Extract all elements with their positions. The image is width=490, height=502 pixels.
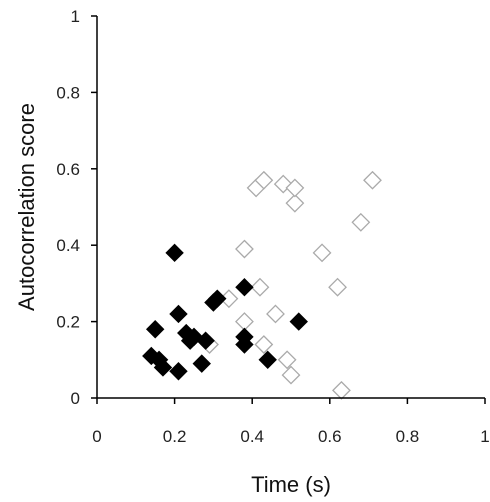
open-diamond-point — [281, 365, 301, 385]
filled-diamond-point — [289, 312, 308, 331]
filled-diamond-point — [235, 335, 254, 354]
x-axis-title: Time (s) — [251, 472, 331, 497]
data-points — [142, 170, 382, 400]
open-diamond-point — [363, 170, 382, 190]
filled-diamond-point — [235, 278, 254, 297]
filled-diamond-point — [196, 331, 215, 350]
x-tick-label: 0 — [92, 427, 101, 446]
x-tick-label: 0.4 — [240, 427, 264, 446]
open-diamond-point — [332, 380, 351, 400]
filled-diamond-point — [153, 358, 173, 377]
filled-diamond-point — [258, 350, 277, 370]
open-diamond-point — [312, 243, 332, 263]
y-axis-title: Autocorrelation score — [14, 103, 39, 311]
y-tick-label: 0.2 — [56, 313, 80, 332]
open-diamond-point — [266, 304, 285, 324]
open-diamond-point — [351, 212, 371, 232]
filled-diamond-point — [192, 354, 211, 373]
open-diamond-point — [254, 335, 274, 354]
x-tick-label: 0.2 — [163, 427, 187, 446]
open-diamond-point — [328, 277, 347, 297]
open-diamond-point — [285, 178, 305, 198]
open-diamond-point — [250, 277, 270, 297]
y-tick-label: 0.8 — [56, 83, 80, 102]
x-tick-label: 0.8 — [396, 427, 420, 446]
open-diamond-point — [235, 312, 254, 332]
filled-diamond-point — [165, 243, 184, 263]
ticks: 0 0.2 0.4 0.6 0.8 1 0 0.2 0.4 0.6 0.8 1 — [56, 7, 489, 446]
open-diamond-point — [254, 170, 274, 190]
y-tick-label: 0.4 — [56, 236, 80, 255]
y-tick-label: 1 — [71, 7, 80, 26]
y-tick-label: 0.6 — [56, 160, 80, 179]
open-diamond-point — [277, 350, 297, 370]
y-tick-label: 0 — [71, 389, 80, 408]
axes — [96, 16, 485, 399]
x-tick-label: 1 — [480, 427, 489, 446]
filled-diamond-point — [169, 362, 188, 381]
filled-diamond-point — [208, 289, 227, 308]
open-diamond-point — [235, 239, 254, 259]
open-diamond-point — [285, 193, 305, 213]
filled-diamond-point — [145, 320, 165, 339]
x-tick-label: 0.6 — [318, 427, 342, 446]
filled-diamond-point — [169, 304, 188, 324]
